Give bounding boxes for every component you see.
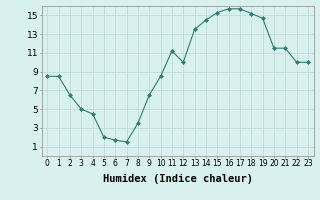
X-axis label: Humidex (Indice chaleur): Humidex (Indice chaleur) <box>103 174 252 184</box>
